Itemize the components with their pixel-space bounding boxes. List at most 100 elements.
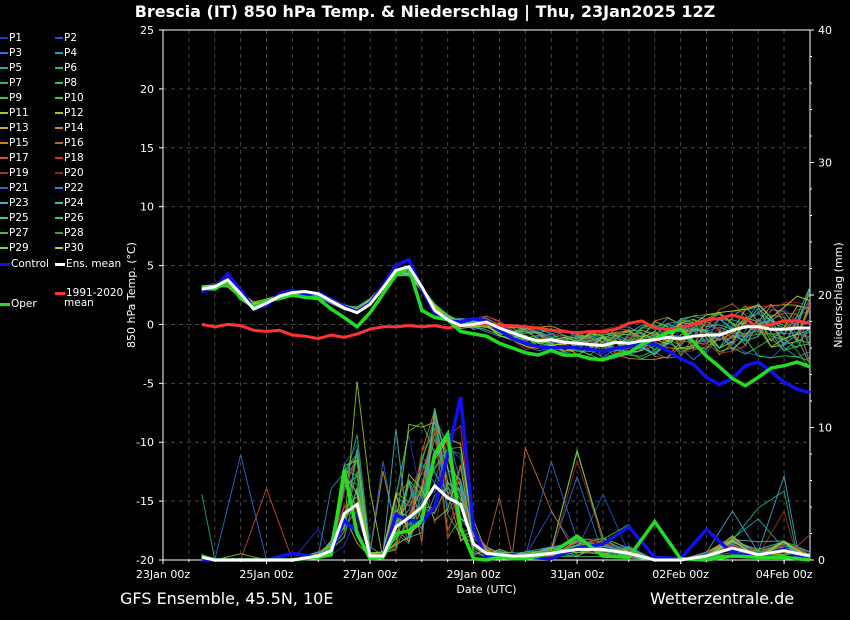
precip-layer — [201, 381, 811, 562]
legend-item-p6: P6 — [55, 62, 77, 74]
legend-label: P6 — [64, 62, 78, 74]
grid — [163, 29, 810, 561]
chart-title: Brescia (IT) 850 hPa Temp. & Niederschla… — [134, 2, 716, 21]
legend-swatch — [0, 202, 8, 204]
legend-label: P29 — [9, 242, 29, 254]
legend-label: P12 — [64, 107, 84, 119]
legend-item-p17: P17 — [0, 152, 29, 164]
legend-swatch — [0, 187, 8, 189]
legend-label: P13 — [9, 122, 29, 134]
legend-swatch — [55, 202, 63, 204]
legend-item-p28: P28 — [55, 227, 84, 239]
legend-item-p27: P27 — [0, 227, 29, 239]
legend-label: P16 — [64, 137, 84, 149]
legend-swatch — [0, 67, 8, 69]
x-tick-label: 27Jan 00z — [343, 568, 397, 581]
control-precip-line — [201, 396, 811, 562]
legend-item-p26: P26 — [55, 212, 84, 224]
legend-item-p19: P19 — [0, 167, 29, 179]
y-left-tick-label: 5 — [147, 260, 154, 273]
legend-swatch — [55, 247, 63, 249]
legend-label: P20 — [64, 167, 84, 179]
legend-label: P27 — [9, 227, 29, 239]
member-precip-line-p25 — [201, 448, 811, 561]
source-label: Wetterzentrale.de — [650, 589, 795, 608]
legend-label: P11 — [9, 107, 29, 119]
legend-item-p16: P16 — [55, 137, 84, 149]
legend-item-p1: P1 — [0, 32, 22, 44]
legend-swatch — [0, 97, 8, 99]
legend-item-p24: P24 — [55, 197, 84, 209]
legend-label: P19 — [9, 167, 29, 179]
legend-swatch — [0, 217, 8, 219]
legend-label: P1 — [9, 32, 23, 44]
climate-mean-line — [201, 313, 811, 341]
x-tick-label: 31Jan 00z — [550, 568, 604, 581]
legend-swatch — [55, 112, 63, 114]
legend-swatch — [0, 112, 8, 114]
legend-item-p8: P8 — [55, 77, 77, 89]
ens-mean-temp-line — [201, 264, 810, 348]
legend-item-climate: 1991-2020 — [55, 287, 123, 299]
legend-label: P7 — [9, 77, 23, 89]
y-right-tick-label: 20 — [818, 289, 832, 302]
x-axis-label: Date (UTC) — [456, 583, 516, 596]
member-precip-line-p13 — [201, 454, 811, 561]
oper-temp-line — [201, 265, 811, 388]
y-left-tick-label: 10 — [140, 201, 154, 214]
legend-swatch — [55, 67, 63, 69]
legend-item-p5: P5 — [0, 62, 22, 74]
legend-label: Ens. mean — [66, 258, 122, 270]
legend-swatch — [55, 262, 65, 266]
legend-item-p25: P25 — [0, 212, 29, 224]
x-tick-label: 02Feb 00z — [652, 568, 709, 581]
y-left-tick-label: -15 — [136, 495, 154, 508]
legend-label: P10 — [64, 92, 84, 104]
legend-swatch — [0, 127, 8, 129]
legend-swatch — [0, 172, 8, 174]
member-precip-line-p24 — [201, 407, 811, 561]
legend-swatch — [0, 142, 8, 144]
y-right-axis-label: Niederschlag (mm) — [832, 242, 845, 347]
ens-mean-precip-line — [201, 483, 811, 562]
legend-label: P28 — [64, 227, 84, 239]
legend-swatch — [55, 82, 63, 84]
member-precip-line-p26 — [201, 411, 811, 561]
legend-swatch — [55, 142, 63, 144]
y-right-tick-label: 40 — [818, 24, 832, 37]
y-left-tick-label: -10 — [136, 436, 154, 449]
legend-item-p11: P11 — [0, 107, 29, 119]
y-left-tick-label: -20 — [136, 554, 154, 567]
legend-item-p4: P4 — [55, 47, 77, 59]
legend-swatch — [55, 52, 63, 54]
y-right-tick-label: 30 — [818, 157, 832, 170]
legend-label: P21 — [9, 182, 29, 194]
legend-label: P30 — [64, 242, 84, 254]
legend-climate-label-line2: mean — [64, 297, 94, 309]
legend-item-p18: P18 — [55, 152, 84, 164]
legend-swatch — [55, 157, 63, 159]
y-right-tick-label: 0 — [818, 554, 825, 567]
legend-item-p21: P21 — [0, 182, 29, 194]
legend-swatch — [55, 127, 63, 129]
legend-item-p14: P14 — [55, 122, 84, 134]
legend-label: P3 — [9, 47, 23, 59]
legend-label: P15 — [9, 137, 29, 149]
legend-swatch — [0, 302, 10, 306]
legend-item-p9: P9 — [0, 92, 22, 104]
y-left-tick-label: 25 — [140, 24, 154, 37]
temp-layer — [201, 257, 811, 395]
legend-swatch — [0, 82, 8, 84]
legend-label: P2 — [64, 32, 78, 44]
legend-swatch — [0, 37, 8, 39]
legend-label: P8 — [64, 77, 78, 89]
legend-label: 1991-2020 — [66, 287, 124, 299]
legend-item-ens-mean: Ens. mean — [55, 258, 121, 270]
legend-swatch — [55, 217, 63, 219]
legend-swatch — [55, 232, 63, 234]
member-precip-line-p4 — [201, 454, 811, 561]
legend-label: Control — [11, 258, 49, 270]
member-precip-line-p22 — [201, 408, 811, 561]
y-left-axis-label: 850 hPa Temp. (°C) — [125, 242, 138, 348]
